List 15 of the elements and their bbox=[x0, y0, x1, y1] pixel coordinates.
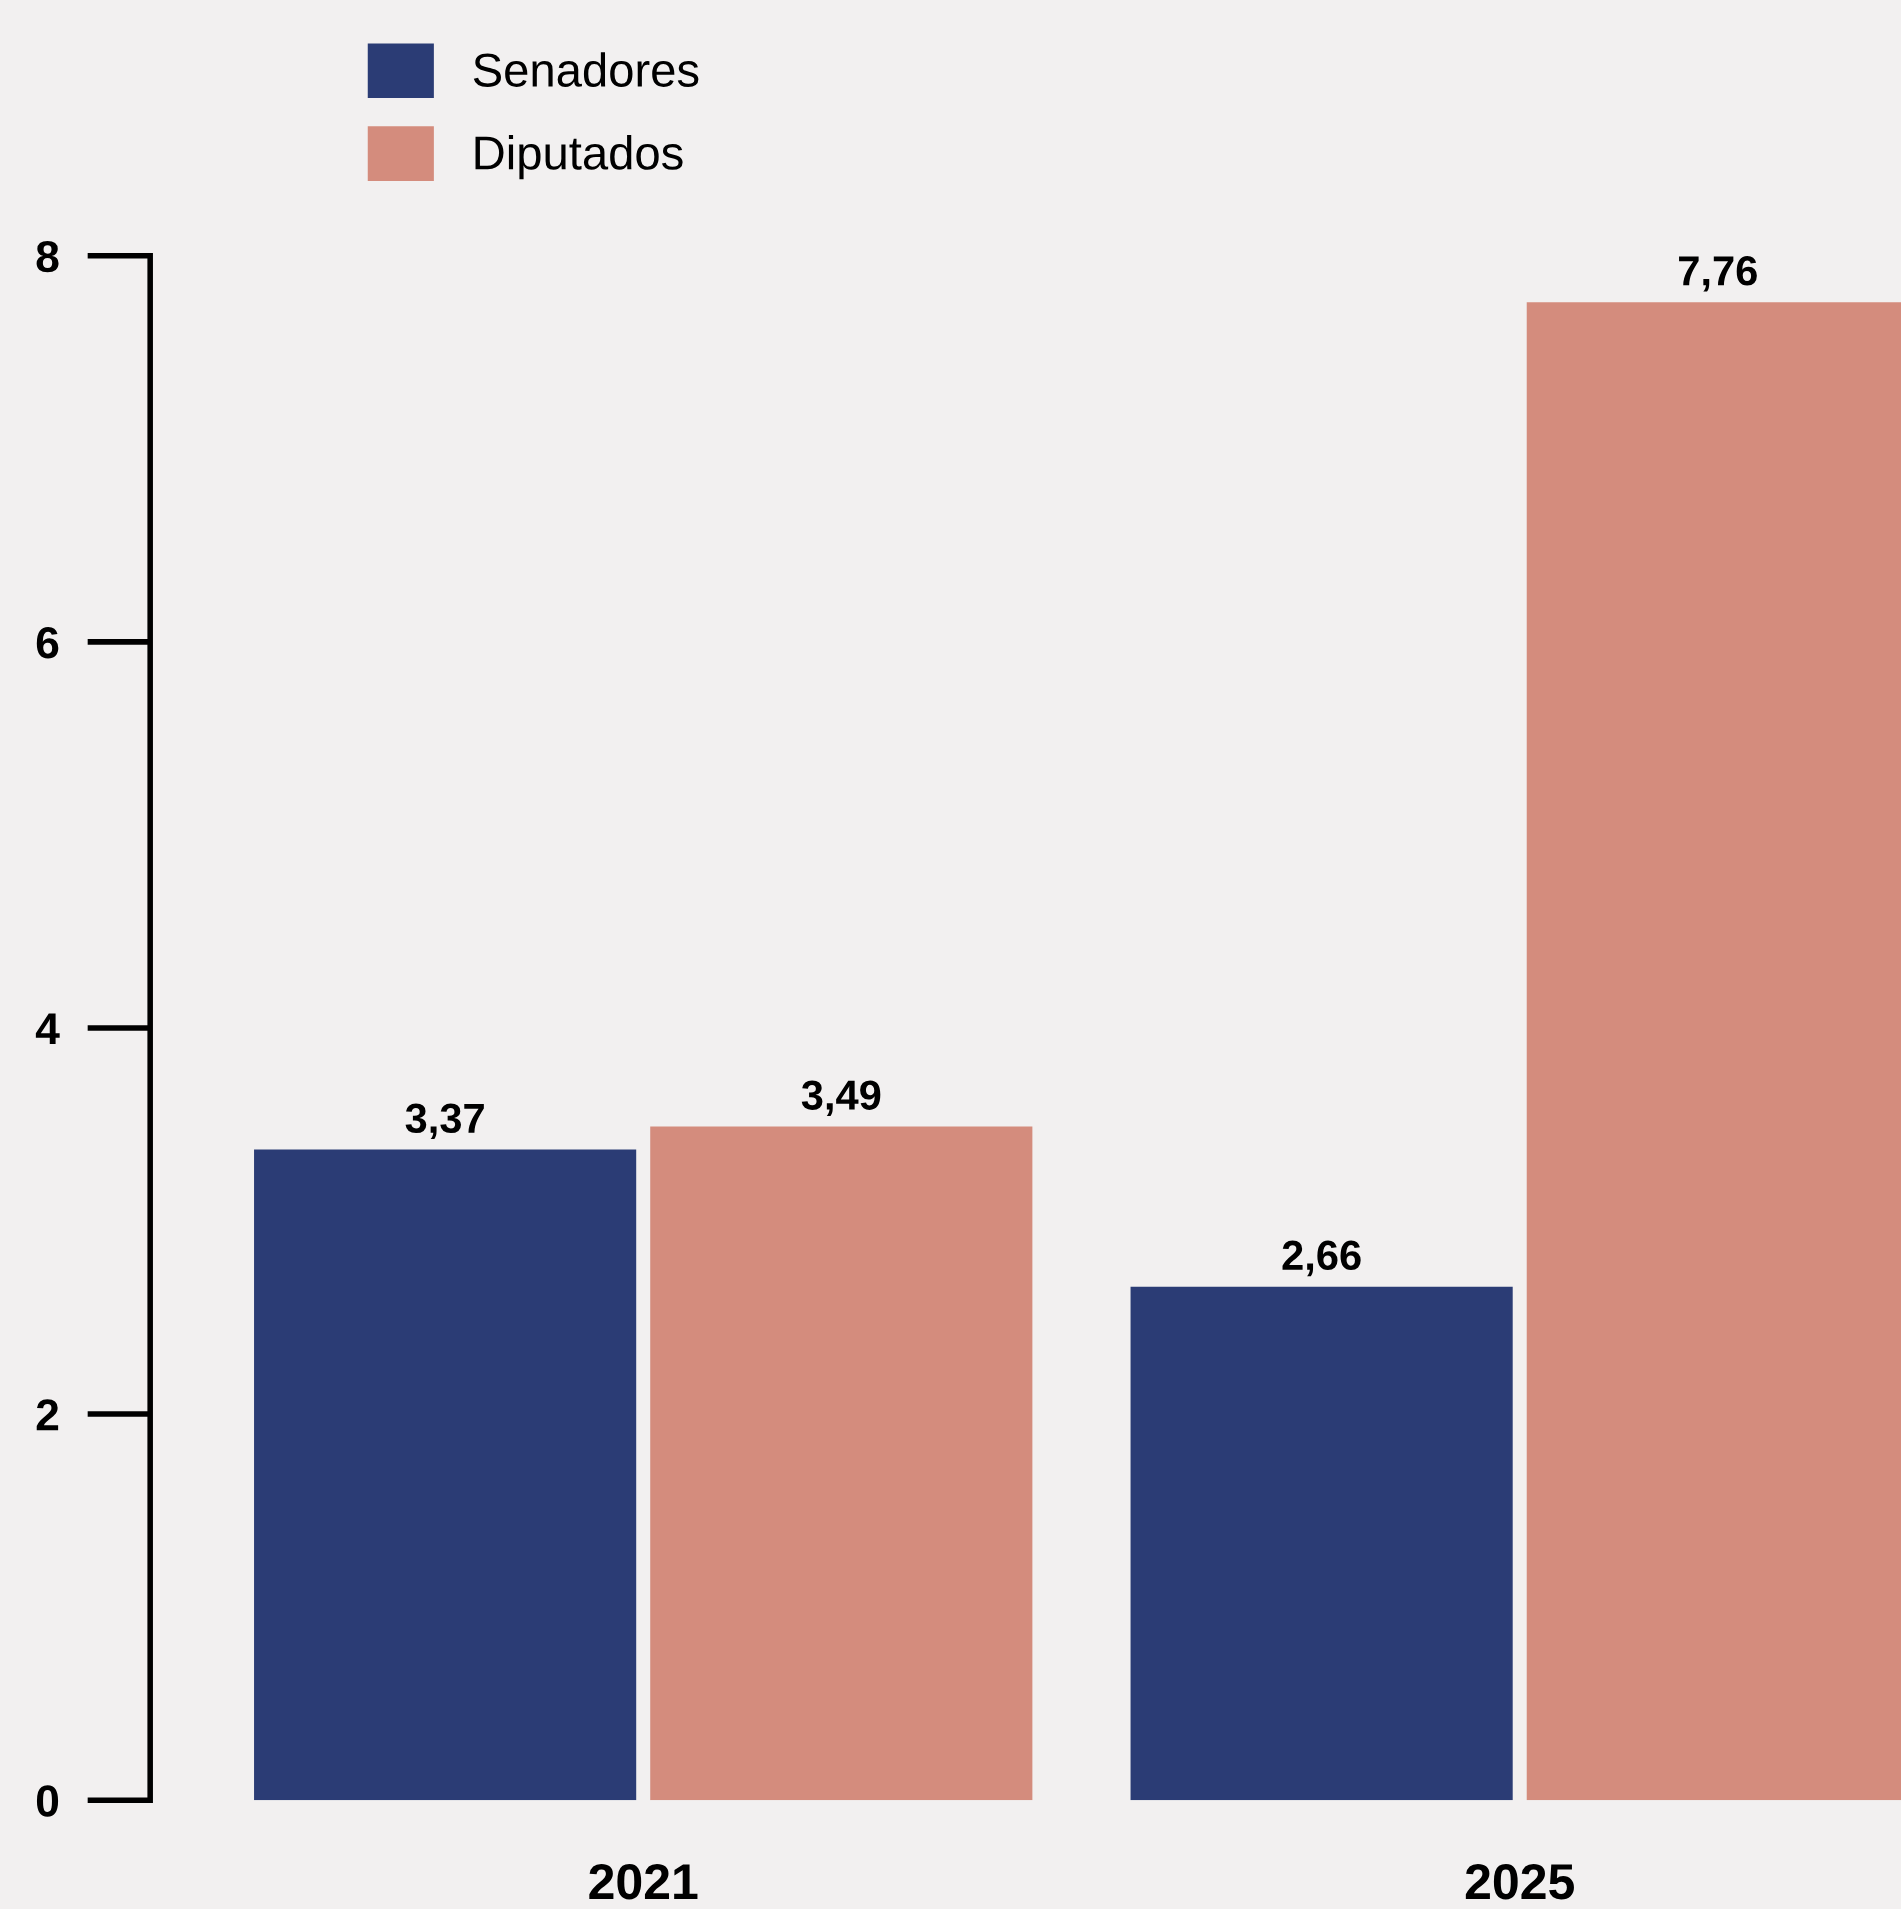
y-tick-label: 4 bbox=[35, 1013, 60, 1045]
y-tick-label: 2 bbox=[36, 1399, 59, 1431]
y-tick-label: 6 bbox=[36, 626, 59, 659]
data-label: 7,76 bbox=[1679, 256, 1757, 292]
legend-label: Senadores bbox=[473, 52, 699, 87]
y-tick-label: 8 bbox=[36, 240, 59, 273]
bar bbox=[254, 1149, 637, 1801]
x-tick-label: 2021 bbox=[589, 1864, 698, 1900]
legend-label: Diputados bbox=[475, 135, 683, 180]
data-label: 2,66 bbox=[1282, 1240, 1361, 1277]
bar bbox=[1130, 1286, 1513, 1801]
x-tick-label: 2025 bbox=[1465, 1864, 1574, 1900]
data-label: 3,49 bbox=[801, 1080, 881, 1116]
data-label: 3,37 bbox=[405, 1103, 484, 1140]
y-tick-label: 0 bbox=[36, 1785, 59, 1817]
